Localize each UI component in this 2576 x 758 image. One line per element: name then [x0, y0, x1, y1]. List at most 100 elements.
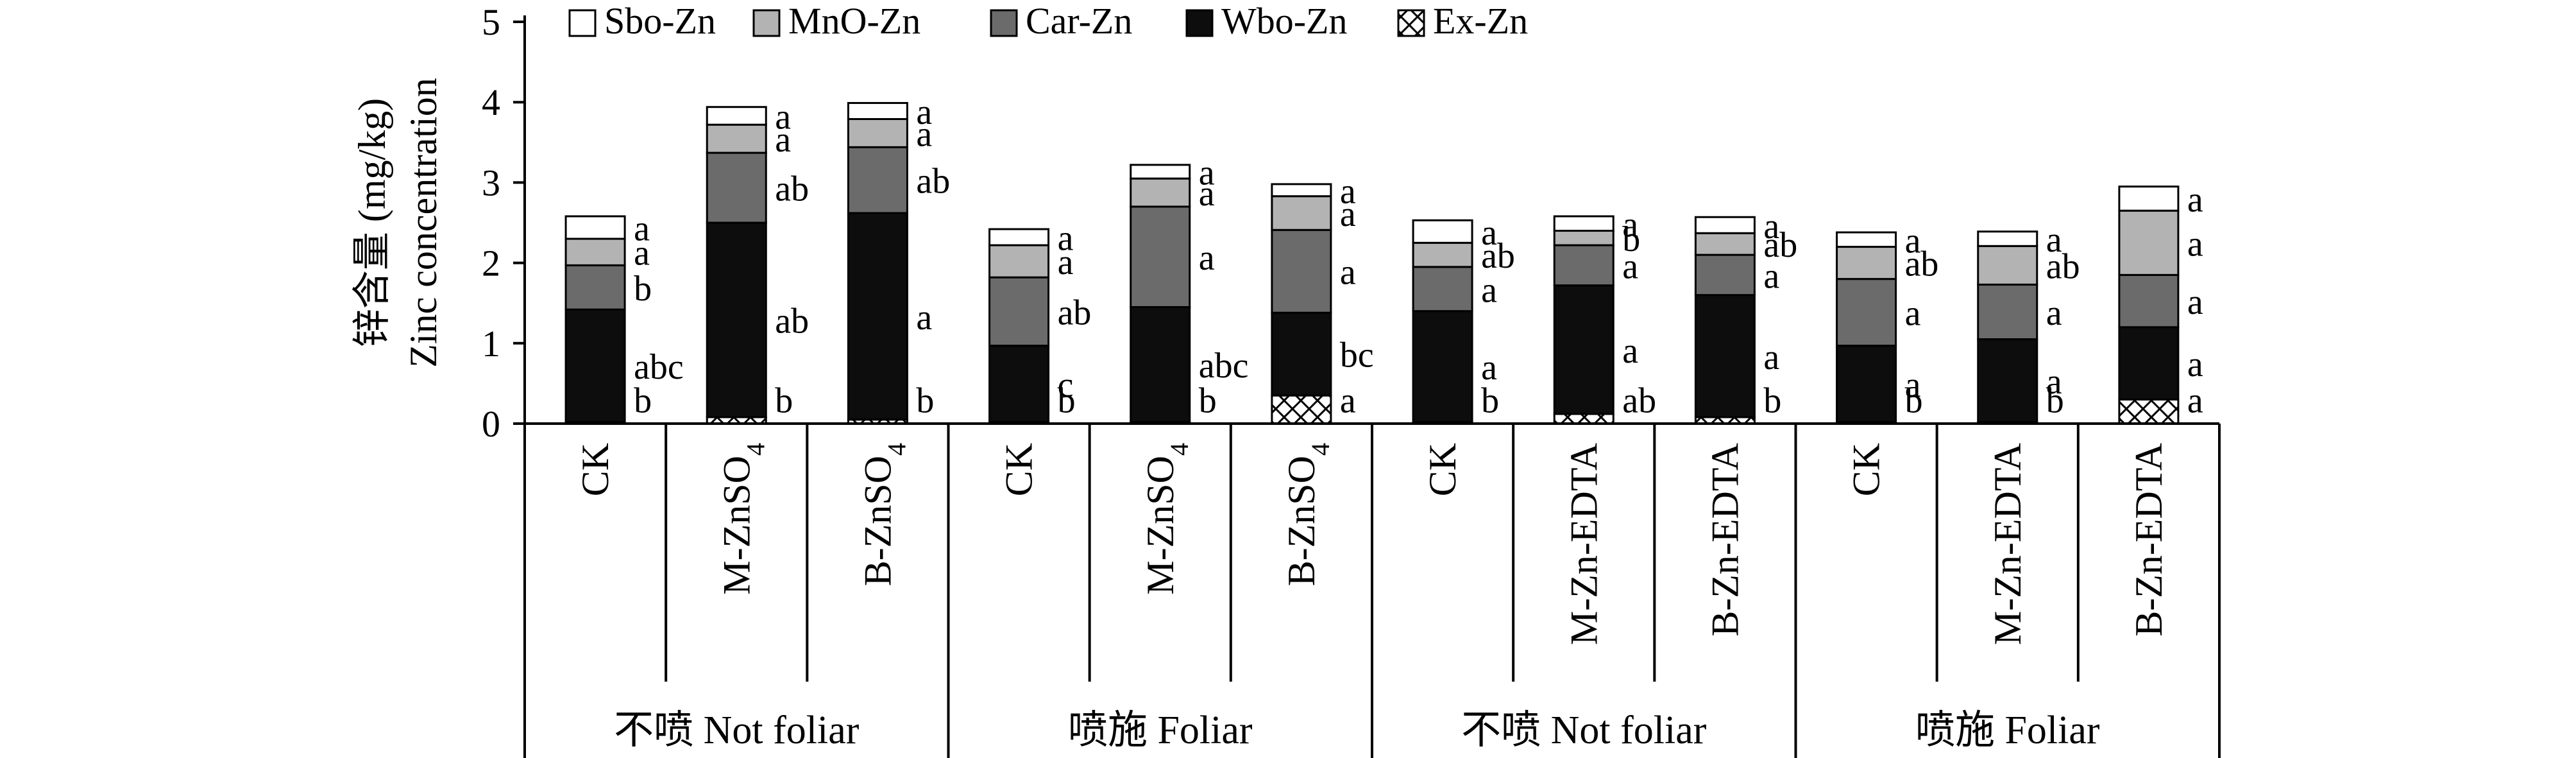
significance-letter: a: [1905, 294, 1921, 334]
bar-segment-wbo-zn: [1130, 306, 1191, 423]
legend-swatch-ex-zn: [1397, 9, 1425, 37]
significance-letter: bc: [1340, 336, 1374, 375]
bar-stack: bc ab aa: [988, 219, 1092, 425]
category-label: B-ZnSO4: [856, 443, 911, 586]
bar-segment-sbo-zn: [2118, 185, 2180, 212]
bar-segment-car-zn: [988, 276, 1050, 347]
significance-letter: a: [1763, 207, 1779, 246]
category-label: B-Zn-EDTA: [2128, 443, 2170, 637]
legend-label-ex-zn: Ex-Zn: [1433, 0, 1528, 42]
bar-segment-wbo-zn: [706, 221, 767, 418]
category-label: CK: [1421, 443, 1464, 496]
significance-letter: b: [2046, 381, 2064, 420]
y-tick-label: 0: [482, 403, 500, 445]
bar-segment-sbo-zn: [1836, 231, 1897, 248]
bar-segment-sbo-zn: [564, 215, 626, 240]
significance-letter: a: [634, 209, 650, 249]
significance-letter: abc: [1199, 346, 1249, 386]
bar-segment-wbo-zn: [1553, 284, 1614, 415]
category-label: M-ZnSO4: [1139, 443, 1194, 595]
bar-segment-car-zn: [1271, 228, 1332, 314]
bar-segment-wbo-zn: [988, 345, 1050, 423]
significance-letter: c: [1058, 365, 1074, 405]
bar-segment-sbo-zn: [847, 101, 908, 120]
significance-letter: b: [1481, 381, 1499, 420]
y-axis-label-en: Zinc concentration: [402, 78, 445, 367]
x-axis: CK M-ZnSO4 B-ZnSO4 CK M-ZnSO4 B-ZnSO4 CK M-Zn-E…: [523, 422, 2221, 758]
legend-swatch-car-zn: [990, 9, 1018, 37]
y-tick-label: 1: [482, 323, 500, 365]
significance-letter: a: [1340, 253, 1356, 293]
significance-letter: a: [1622, 246, 1638, 286]
significance-letter: a: [1199, 174, 1215, 214]
group-label: 不喷 Not foliar: [1461, 709, 1707, 752]
significance-letter: ab: [1622, 381, 1656, 420]
y-tick-label: 5: [482, 1, 500, 43]
category-label: CK: [1845, 443, 1888, 496]
category-label: M-Zn-EDTA: [1563, 443, 1605, 645]
y-tick-label: 3: [482, 162, 500, 203]
bar-segment-ex-zn: [2118, 398, 2180, 425]
bar-segment-mno-zn: [564, 237, 626, 266]
significance-letter: a: [916, 114, 932, 154]
significance-letter: a: [2187, 282, 2203, 322]
significance-letter: ab: [916, 162, 950, 202]
significance-letter: b: [916, 381, 934, 420]
significance-letter: ab: [1481, 236, 1515, 276]
bar-segment-mno-zn: [2118, 209, 2180, 276]
significance-letter: a: [1199, 238, 1215, 278]
bar-segment-mno-zn: [988, 244, 1050, 279]
significance-letter: ab: [2046, 246, 2080, 286]
significance-letter: a: [1763, 338, 1779, 377]
category-label: CK: [574, 443, 616, 496]
bar-segment-car-zn: [706, 151, 767, 224]
bar-segment-sbo-zn: [706, 106, 767, 126]
bar-segment-wbo-zn: [847, 212, 908, 421]
bar-segment-mno-zn: [1694, 232, 1756, 256]
significance-letter: ab: [1058, 293, 1092, 332]
bar-segment-car-zn: [847, 146, 908, 214]
bar-segment-mno-zn: [706, 123, 767, 154]
significance-letter: a: [2187, 224, 2203, 264]
bar-segment-mno-zn: [1412, 241, 1473, 268]
bar-stack: b ab ab aa: [706, 97, 809, 425]
significance-letter: ab: [775, 301, 809, 341]
legend-label-wbo-zn: Wbo-Zn: [1221, 0, 1348, 42]
group-label: 喷施 Foliar: [1068, 709, 1253, 752]
bars: babcbaabababaabaabaabcabaababcaaaabcaaab…: [564, 92, 2203, 425]
significance-letter: a: [1340, 194, 1356, 234]
bar-segment-mno-zn: [1836, 246, 1897, 280]
significance-letter: b: [1763, 381, 1781, 420]
significance-letter: a: [1481, 270, 1497, 310]
significance-letter: b: [775, 381, 793, 420]
bar-segment-ex-zn: [1553, 413, 1614, 425]
legend-label-car-zn: Car-Zn: [1026, 0, 1132, 42]
bar-segment-sbo-zn: [1553, 215, 1614, 232]
bar-segment-car-zn: [1836, 278, 1897, 347]
significance-letter: a: [775, 97, 791, 137]
significance-letter: b: [1905, 381, 1923, 420]
legend: Sbo-Zn MnO-Zn Car-Zn Wbo-Zn Ex-Zn: [568, 0, 1528, 42]
bar-segment-sbo-zn: [1977, 230, 2038, 247]
bar-segment-car-zn: [1412, 266, 1473, 313]
bar-segment-mno-zn: [847, 117, 908, 148]
significance-letter: a: [634, 234, 650, 273]
significance-letter: a: [1481, 213, 1497, 253]
y-tick-label: 4: [482, 82, 500, 123]
y-axis-label-cn: 锌含量 (mg/kg): [351, 98, 393, 347]
significance-letter: a: [2046, 362, 2062, 402]
significance-letter: a: [1058, 219, 1074, 259]
bar-segment-wbo-zn: [1977, 338, 2038, 423]
significance-letter: a: [1622, 205, 1638, 245]
bar-segment-car-zn: [564, 264, 626, 311]
significance-letter: b: [1199, 381, 1217, 420]
significance-letter: a: [2046, 293, 2062, 333]
